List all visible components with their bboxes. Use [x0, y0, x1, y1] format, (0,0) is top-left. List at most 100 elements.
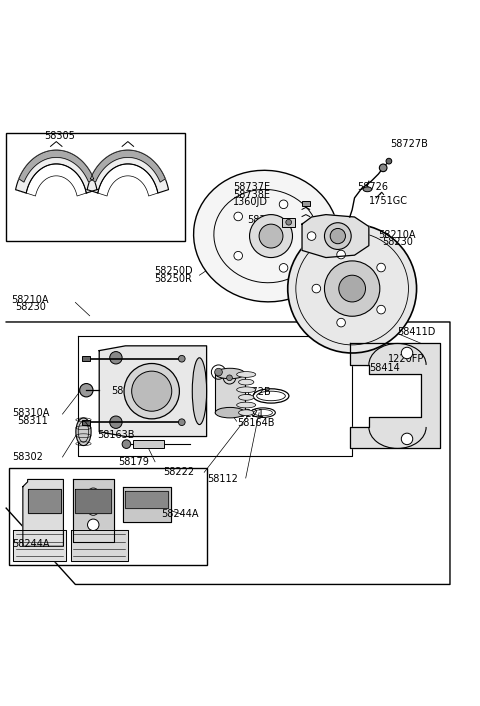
- Circle shape: [87, 488, 99, 500]
- Text: 58305: 58305: [44, 131, 75, 141]
- Circle shape: [286, 220, 291, 225]
- Text: 1220FP: 1220FP: [388, 354, 424, 364]
- Polygon shape: [123, 486, 171, 522]
- Circle shape: [324, 222, 351, 249]
- Text: 58250D: 58250D: [154, 266, 193, 276]
- Ellipse shape: [192, 358, 206, 424]
- Circle shape: [339, 275, 365, 302]
- Ellipse shape: [239, 395, 254, 400]
- Bar: [132, 440, 164, 448]
- Text: 1751GC: 1751GC: [369, 196, 408, 206]
- Text: 58244A: 58244A: [161, 509, 199, 520]
- Polygon shape: [75, 489, 111, 513]
- Circle shape: [124, 364, 180, 419]
- Circle shape: [312, 285, 321, 293]
- Circle shape: [386, 158, 392, 164]
- Text: 58302: 58302: [12, 452, 43, 462]
- Polygon shape: [87, 150, 168, 193]
- Bar: [9, 467, 206, 566]
- Ellipse shape: [215, 407, 245, 418]
- Circle shape: [87, 504, 99, 515]
- Polygon shape: [23, 479, 63, 546]
- Circle shape: [110, 352, 122, 364]
- Polygon shape: [125, 491, 168, 508]
- Polygon shape: [99, 346, 206, 436]
- Text: 58172B: 58172B: [233, 387, 271, 397]
- Text: 58230: 58230: [15, 302, 46, 312]
- Text: 58737E: 58737E: [233, 182, 270, 192]
- Ellipse shape: [363, 187, 372, 192]
- Text: 58411D: 58411D: [397, 328, 436, 337]
- Text: 58727B: 58727B: [390, 139, 428, 149]
- Text: 58222: 58222: [164, 467, 195, 477]
- Text: 58210A: 58210A: [11, 294, 48, 304]
- Ellipse shape: [76, 418, 91, 445]
- Circle shape: [87, 519, 99, 530]
- Bar: [82, 357, 90, 361]
- Text: 58244A: 58244A: [12, 539, 49, 549]
- Ellipse shape: [239, 409, 254, 416]
- Text: 58726: 58726: [357, 182, 388, 192]
- Polygon shape: [90, 150, 165, 182]
- Circle shape: [179, 355, 185, 362]
- Circle shape: [279, 263, 288, 272]
- Ellipse shape: [193, 170, 339, 302]
- Polygon shape: [15, 150, 97, 193]
- Text: 58221: 58221: [233, 409, 264, 419]
- Text: 58163B: 58163B: [111, 386, 149, 396]
- Circle shape: [259, 224, 283, 248]
- Polygon shape: [350, 343, 441, 448]
- Circle shape: [279, 200, 288, 208]
- Bar: [215, 373, 245, 412]
- Circle shape: [288, 224, 417, 353]
- Circle shape: [132, 371, 172, 411]
- Bar: [302, 201, 310, 206]
- Circle shape: [179, 419, 185, 426]
- Text: 58164B: 58164B: [238, 418, 275, 428]
- Circle shape: [234, 212, 242, 221]
- Text: 58210A: 58210A: [378, 229, 416, 239]
- Circle shape: [401, 433, 413, 445]
- Bar: [282, 218, 295, 227]
- Circle shape: [250, 215, 292, 258]
- Circle shape: [122, 440, 131, 448]
- Circle shape: [307, 232, 316, 240]
- Text: 58230: 58230: [382, 237, 413, 247]
- Circle shape: [234, 251, 242, 260]
- Circle shape: [110, 416, 122, 429]
- Circle shape: [379, 164, 387, 172]
- Text: 58112: 58112: [207, 474, 239, 484]
- Circle shape: [337, 318, 346, 327]
- Text: 58389: 58389: [247, 215, 278, 225]
- Circle shape: [215, 369, 222, 376]
- Text: 58163B: 58163B: [97, 430, 134, 440]
- Polygon shape: [19, 150, 94, 182]
- Ellipse shape: [215, 369, 245, 379]
- Text: 58311: 58311: [18, 416, 48, 426]
- Circle shape: [377, 305, 385, 314]
- Circle shape: [330, 229, 346, 244]
- Polygon shape: [71, 530, 128, 561]
- Text: 58738E: 58738E: [233, 190, 270, 200]
- Text: 58310A: 58310A: [12, 407, 49, 418]
- Text: 58250R: 58250R: [154, 273, 192, 284]
- Circle shape: [227, 375, 232, 381]
- Polygon shape: [13, 530, 66, 561]
- Circle shape: [324, 261, 380, 316]
- Polygon shape: [73, 479, 114, 542]
- Bar: [6, 133, 185, 241]
- Ellipse shape: [239, 379, 254, 385]
- Ellipse shape: [237, 371, 256, 377]
- Circle shape: [377, 263, 385, 272]
- Circle shape: [80, 383, 93, 397]
- Text: 58414: 58414: [369, 364, 399, 373]
- Text: 1360JD: 1360JD: [233, 197, 268, 207]
- Ellipse shape: [237, 387, 256, 393]
- Text: 58179: 58179: [118, 457, 149, 467]
- Polygon shape: [302, 215, 369, 258]
- Circle shape: [401, 347, 413, 359]
- Polygon shape: [28, 489, 61, 513]
- Bar: [82, 420, 90, 424]
- Ellipse shape: [237, 402, 256, 408]
- Circle shape: [337, 250, 346, 259]
